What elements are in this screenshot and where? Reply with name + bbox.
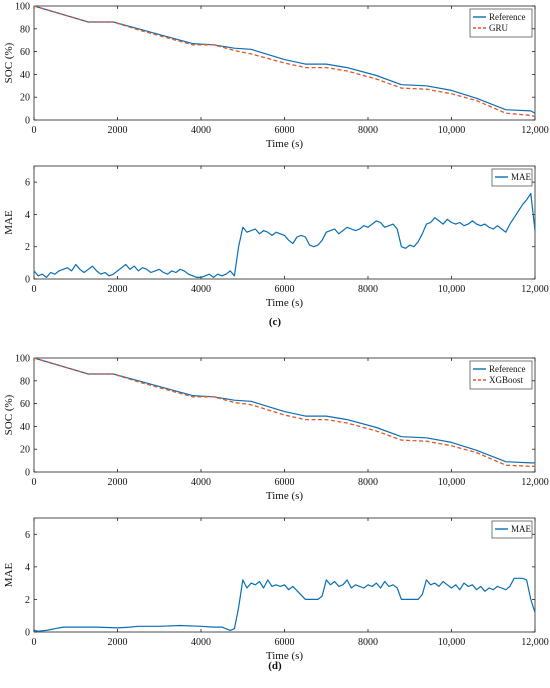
y-axis-label: MAE bbox=[3, 563, 15, 588]
y-tick-label: 0 bbox=[25, 468, 30, 479]
x-tick-label: 2000 bbox=[108, 125, 128, 136]
legend-box bbox=[469, 360, 533, 390]
series-line-reference bbox=[33, 5, 536, 114]
x-tick-label: 8000 bbox=[358, 637, 378, 648]
x-tick-label: 0 bbox=[32, 477, 37, 488]
x-tick-label: 4000 bbox=[191, 477, 211, 488]
d-soc-chart: 0 2000 4000 6000 8000 10,000 12,000 0 20 40 60 80 10… bbox=[3, 354, 549, 503]
y-tick-label: 6 bbox=[25, 530, 30, 541]
y-tick-label: 20 bbox=[20, 445, 30, 456]
x-tick-label: 10,000 bbox=[438, 637, 466, 648]
c-soc-chart: 0 2000 4000 6000 8000 10,000 12,000 0 20 40 60 80 10… bbox=[3, 2, 549, 151]
x-tick-label: 2000 bbox=[108, 284, 128, 295]
x-tick-label: 4000 bbox=[191, 284, 211, 295]
legend-label: Reference bbox=[489, 364, 525, 374]
x-axis-label: Time (s) bbox=[266, 138, 304, 150]
y-tick-label: 0 bbox=[25, 116, 30, 127]
plot-frame bbox=[33, 517, 536, 633]
x-tick-label: 10,000 bbox=[438, 477, 466, 488]
legend-box bbox=[469, 8, 533, 38]
x-axis-label: Time (s) bbox=[266, 297, 304, 309]
y-tick-label: 100 bbox=[15, 2, 30, 13]
series-line-xgboost bbox=[33, 357, 535, 467]
x-axis-label: Time (s) bbox=[266, 490, 304, 502]
x-tick-label: 4000 bbox=[191, 125, 211, 136]
x-tick-label: 2000 bbox=[108, 637, 128, 648]
legend-label: Reference bbox=[489, 12, 525, 22]
x-tick-label: 10,000 bbox=[438, 284, 466, 295]
series-line-gru bbox=[33, 5, 536, 118]
x-tick-label: 12,000 bbox=[521, 284, 549, 295]
x-tick-label: 12,000 bbox=[521, 477, 549, 488]
x-tick-label: 0 bbox=[32, 125, 37, 136]
x-tick-label: 0 bbox=[32, 284, 37, 295]
x-tick-label: 12,000 bbox=[521, 637, 549, 648]
legend-label: GRU bbox=[489, 23, 509, 33]
x-tick-label: 2000 bbox=[108, 477, 128, 488]
legend-label: XGBoost bbox=[489, 375, 524, 385]
c-mae-chart: 0 2000 4000 6000 8000 10,000 12,000 0 2 4 6 Time (s… bbox=[3, 165, 549, 309]
x-tick-label: 8000 bbox=[358, 125, 378, 136]
series-line-mae bbox=[33, 577, 536, 632]
y-axis-label: MAE bbox=[3, 210, 15, 235]
panel-caption-d: (d) bbox=[268, 660, 282, 672]
x-tick-label: 6000 bbox=[275, 125, 295, 136]
x-tick-label: 8000 bbox=[358, 284, 378, 295]
x-tick-label: 12,000 bbox=[521, 125, 549, 136]
y-tick-label: 4 bbox=[25, 562, 30, 573]
y-tick-label: 20 bbox=[20, 93, 30, 104]
x-tick-label: 6000 bbox=[275, 637, 295, 648]
d-mae-chart: 0 2000 4000 6000 8000 10,000 12,000 0 2 4 6 Time (s… bbox=[3, 517, 549, 662]
y-axis-label: SOC (%) bbox=[3, 394, 15, 435]
panel-caption-c: (c) bbox=[268, 316, 282, 328]
y-tick-label: 100 bbox=[15, 354, 30, 365]
x-tick-label: 0 bbox=[32, 637, 37, 648]
x-tick-label: 10,000 bbox=[438, 125, 466, 136]
y-tick-label: 4 bbox=[25, 210, 30, 221]
y-tick-label: 80 bbox=[20, 376, 30, 387]
legend-label: MAE bbox=[511, 524, 532, 534]
x-tick-label: 4000 bbox=[191, 637, 211, 648]
y-tick-label: 0 bbox=[25, 275, 30, 286]
y-tick-label: 40 bbox=[20, 70, 30, 81]
y-tick-label: 6 bbox=[25, 178, 30, 189]
x-tick-label: 6000 bbox=[275, 284, 295, 295]
legend: MAE bbox=[491, 520, 533, 539]
y-tick-label: 2 bbox=[25, 242, 30, 253]
y-tick-label: 60 bbox=[20, 399, 30, 410]
y-tick-label: 80 bbox=[20, 24, 30, 35]
plot-frame bbox=[33, 5, 536, 121]
x-tick-label: 6000 bbox=[275, 477, 295, 488]
y-tick-label: 2 bbox=[25, 595, 30, 606]
series-line-reference bbox=[33, 357, 535, 464]
series-line-mae bbox=[33, 192, 536, 278]
plot-frame bbox=[33, 357, 536, 473]
x-axis-label: Time (s) bbox=[266, 650, 304, 662]
y-tick-label: 0 bbox=[25, 628, 30, 639]
y-axis-label: SOC (%) bbox=[3, 42, 15, 83]
legend-label: MAE bbox=[511, 172, 532, 182]
legend-box bbox=[491, 520, 533, 539]
y-tick-label: 60 bbox=[20, 47, 30, 58]
x-tick-label: 8000 bbox=[358, 477, 378, 488]
legend-box bbox=[491, 168, 533, 187]
y-tick-label: 40 bbox=[20, 422, 30, 433]
legend: MAE bbox=[491, 168, 533, 187]
